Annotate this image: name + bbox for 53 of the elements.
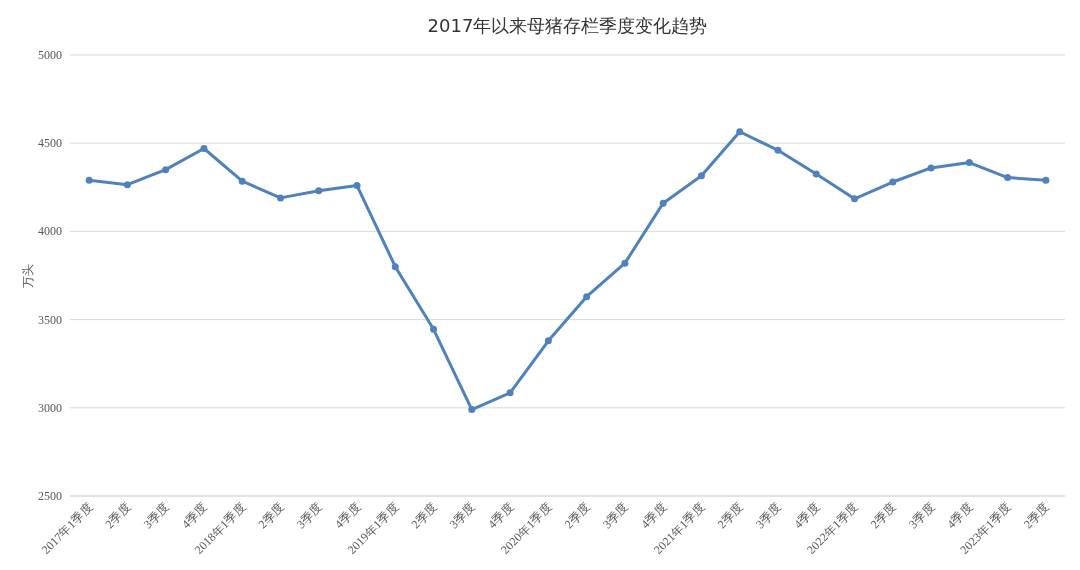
point	[927, 164, 935, 172]
point	[812, 170, 820, 178]
point	[430, 325, 438, 333]
point	[391, 263, 399, 271]
point	[506, 389, 514, 397]
y-tick-label: 4500	[38, 136, 62, 151]
x-tick-label: 2季度	[867, 500, 899, 532]
x-tick-label: 3季度	[293, 500, 325, 532]
point	[889, 178, 897, 186]
y-tick-label: 4000	[38, 224, 62, 239]
y-tick-label: 3000	[38, 400, 62, 415]
x-tick-label: 2季度	[102, 500, 134, 532]
point	[468, 406, 476, 414]
point	[85, 176, 93, 184]
x-tick-label: 2季度	[408, 500, 440, 532]
point	[697, 172, 705, 180]
x-tick-label: 2季度	[255, 500, 287, 532]
point	[621, 259, 629, 267]
x-tick-label: 3季度	[752, 500, 785, 532]
x-tick-label: 4季度	[332, 500, 364, 532]
point	[353, 182, 361, 190]
point	[583, 293, 591, 301]
y-tick-label: 2500	[38, 489, 62, 503]
point	[162, 166, 170, 174]
y-tick-label: 5000	[38, 48, 62, 62]
x-tick-label: 3季度	[599, 500, 632, 532]
x-tick-label: 2季度	[714, 500, 746, 532]
x-tick-label: 4季度	[944, 500, 976, 532]
x-tick-label: 4季度	[638, 500, 670, 532]
point	[1004, 174, 1012, 182]
y-tick-label: 3500	[38, 312, 62, 327]
point	[851, 195, 859, 203]
point	[659, 199, 667, 207]
point	[123, 181, 131, 189]
point	[965, 159, 973, 167]
x-tick-label: 3季度	[906, 500, 938, 532]
chart-title: 2017年以来母猪存栏季度变化趋势	[427, 15, 708, 36]
point	[276, 194, 284, 202]
x-tick-label: 3季度	[446, 500, 478, 532]
point	[1042, 176, 1050, 184]
x-tick-label: 4季度	[791, 500, 823, 532]
point	[736, 128, 744, 136]
point	[238, 177, 246, 185]
x-tick-label: 3季度	[140, 500, 172, 532]
x-tick-label: 4季度	[485, 500, 517, 532]
point	[774, 146, 782, 154]
y-axis-title: 万头	[21, 263, 35, 288]
x-tick-label: 4季度	[178, 500, 211, 532]
point	[315, 187, 323, 195]
x-tick-label: 2季度	[1020, 500, 1052, 532]
point	[544, 337, 552, 345]
point	[200, 144, 208, 152]
x-tick-label: 2季度	[561, 500, 593, 532]
